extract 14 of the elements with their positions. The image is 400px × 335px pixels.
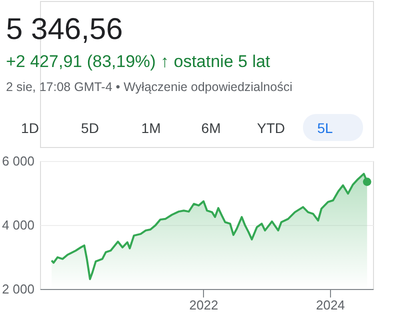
- y-tick-label: 6 000: [2, 154, 34, 168]
- y-tick-label: 4 000: [2, 218, 34, 232]
- x-tick-label: 2024: [316, 298, 345, 312]
- text: YTD: [257, 120, 285, 136]
- text: 1M: [141, 120, 161, 136]
- text: 1D: [21, 120, 39, 136]
- text: 5L: [317, 120, 333, 136]
- chart-title: 5 346,56: [6, 13, 123, 46]
- chart-subtitle: +2 427,91 (83,19%) ↑ ostatnie 5 lat: [6, 52, 270, 71]
- text: 2 sie, 17:08 GMT-4 • Wyłączenie odpowiedzialności: [6, 80, 292, 94]
- text: 5D: [81, 120, 99, 136]
- x-tick-label: 2022: [189, 298, 218, 312]
- text: 6M: [201, 120, 221, 136]
- y-tick-label: 2 000: [2, 282, 34, 296]
